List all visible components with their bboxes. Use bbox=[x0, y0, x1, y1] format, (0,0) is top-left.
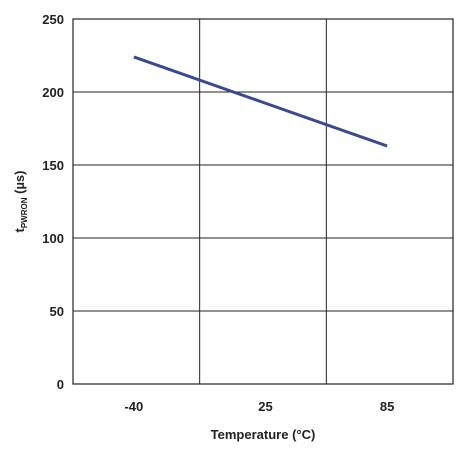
y-axis-title-symbol: t bbox=[12, 228, 27, 233]
y-tick-label: 200 bbox=[42, 85, 64, 100]
y-axis-ticks: 0 50 100 150 200 250 bbox=[42, 12, 64, 392]
y-tick-label: 250 bbox=[42, 12, 64, 27]
x-axis-ticks: -40 25 85 bbox=[124, 399, 394, 414]
x-tick-label: 25 bbox=[258, 399, 272, 414]
y-axis-title-unit: (µs) bbox=[12, 170, 27, 197]
x-tick-label: 85 bbox=[380, 399, 394, 414]
x-axis-title: Temperature (°C) bbox=[211, 427, 316, 442]
grid bbox=[73, 19, 453, 384]
y-tick-label: 50 bbox=[50, 304, 64, 319]
y-tick-label: 0 bbox=[57, 377, 64, 392]
x-tick-label: -40 bbox=[124, 399, 143, 414]
y-tick-label: 100 bbox=[42, 231, 64, 246]
y-axis-title: tPWRON (µs) bbox=[12, 170, 29, 232]
series-layer bbox=[133, 55, 388, 148]
plot-frame bbox=[72, 18, 454, 385]
series-line bbox=[133, 55, 388, 148]
y-axis-title-subscript: PWRON bbox=[20, 197, 29, 228]
y-tick-label: 150 bbox=[42, 158, 64, 173]
